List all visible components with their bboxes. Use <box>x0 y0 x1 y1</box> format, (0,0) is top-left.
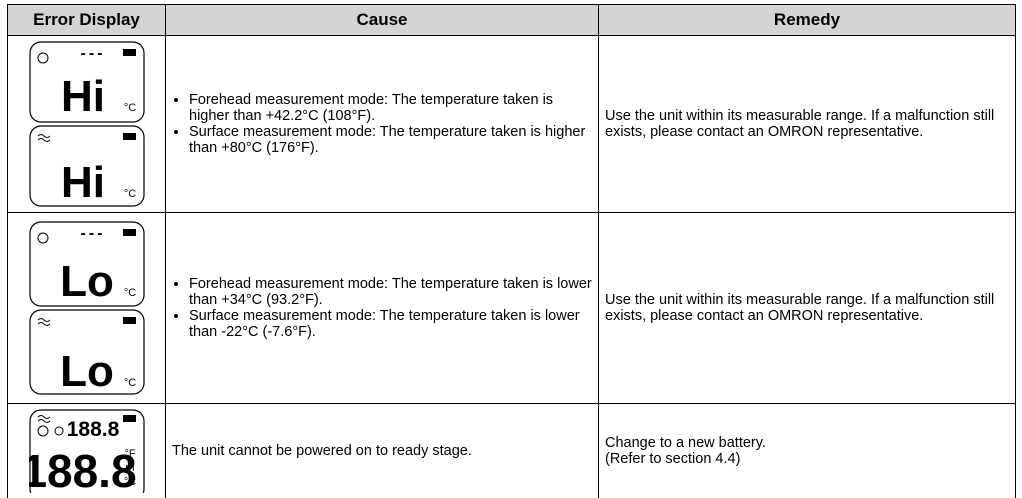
lcd-unit: m <box>125 462 134 474</box>
lcd-main: 188.8 <box>29 445 137 493</box>
cause-item: Surface measurement mode: The temperatur… <box>189 124 592 156</box>
display-cell: --- Hi °C Hi °C <box>8 36 166 213</box>
remedy-cell: Use the unit within its measurable range… <box>599 36 1016 213</box>
lcd-display: 188.8 188.8 °F m °C <box>29 409 145 493</box>
cause-cell: Forehead measurement mode: The temperatu… <box>166 213 599 404</box>
remedy-text: Use the unit within its measurable range… <box>605 108 1009 140</box>
lcd-main: Lo <box>60 257 114 306</box>
lcd-display: --- Lo °C <box>29 221 145 307</box>
table-row: 188.8 188.8 °F m °C The unit cannot be p… <box>8 404 1016 498</box>
lcd-top: --- <box>80 225 105 242</box>
remedy-cell: Use the unit within its measurable range… <box>599 213 1016 404</box>
table-row: --- Lo °C Lo °C Forehead measurement mod… <box>8 213 1016 404</box>
lcd-unit: °C <box>123 476 135 488</box>
cause-cell: The unit cannot be powered on to ready s… <box>166 404 599 498</box>
header-cell: Remedy <box>599 5 1016 36</box>
table-row: --- Hi °C Hi °C Forehead measurement mod… <box>8 36 1016 213</box>
display-cell: --- Lo °C Lo °C <box>8 213 166 404</box>
remedy-cell: Change to a new battery. (Refer to secti… <box>599 404 1016 498</box>
lcd-display: Hi °C <box>29 125 145 207</box>
lcd-unit: °C <box>123 287 135 299</box>
display-cell: 188.8 188.8 °F m °C <box>8 404 166 498</box>
cause-item: Surface measurement mode: The temperatur… <box>189 308 592 340</box>
lcd-top: --- <box>80 45 105 62</box>
lcd-main: Hi <box>61 72 105 121</box>
lcd-unit: °C <box>123 102 135 114</box>
page: Error Display Cause Remedy --- Hi °C Hi … <box>0 0 1022 483</box>
remedy-text: Use the unit within its measurable range… <box>605 292 1009 324</box>
lcd-main: Lo <box>60 347 114 395</box>
remedy-text: Change to a new battery. <box>605 435 1009 451</box>
remedy-text: (Refer to section 4.4) <box>605 451 1009 467</box>
header-cell: Cause <box>166 5 599 36</box>
cause-cell: Forehead measurement mode: The temperatu… <box>166 36 599 213</box>
lcd-unit: °F <box>124 448 135 460</box>
lcd-display: Lo °C <box>29 309 145 395</box>
lcd-top: 188.8 <box>66 418 119 441</box>
cause-item: Forehead measurement mode: The temperatu… <box>189 276 592 308</box>
cause-text: The unit cannot be powered on to ready s… <box>172 443 592 459</box>
lcd-main: Hi <box>61 158 105 207</box>
cause-item: Forehead measurement mode: The temperatu… <box>189 92 592 124</box>
header-row: Error Display Cause Remedy <box>8 5 1016 36</box>
lcd-unit: °C <box>123 188 135 200</box>
header-cell: Error Display <box>8 5 166 36</box>
lcd-display: --- Hi °C <box>29 41 145 123</box>
error-table: Error Display Cause Remedy --- Hi °C Hi … <box>7 4 1016 498</box>
lcd-unit: °C <box>123 377 135 389</box>
